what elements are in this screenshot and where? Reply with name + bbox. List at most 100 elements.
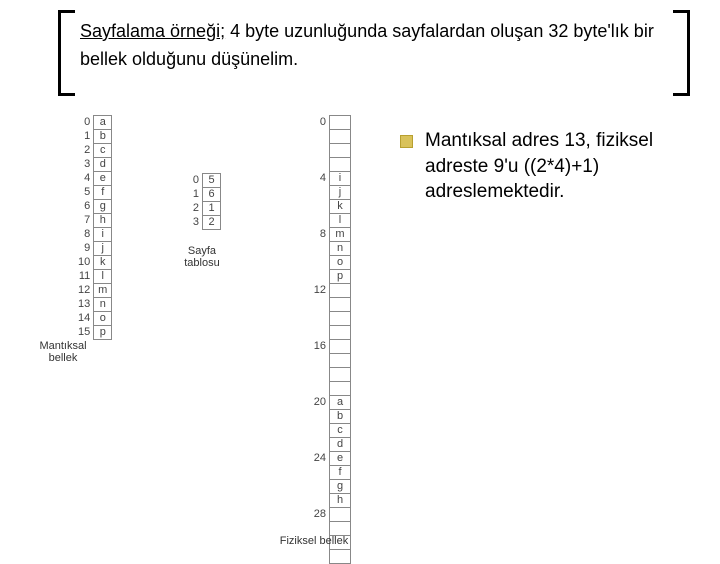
table-row: 6g	[75, 200, 112, 214]
row-value: h	[94, 214, 112, 228]
table-row: f	[303, 466, 351, 480]
row-value: a	[330, 396, 351, 410]
row-index	[303, 424, 330, 438]
table-row: h	[303, 494, 351, 508]
row-index	[303, 410, 330, 424]
row-value: i	[330, 172, 351, 186]
row-index: 10	[75, 256, 94, 270]
row-value: 1	[203, 202, 221, 216]
row-value: n	[330, 242, 351, 256]
table-row	[303, 382, 351, 396]
row-value: 2	[203, 216, 221, 230]
row-value: g	[330, 480, 351, 494]
row-index	[303, 522, 330, 536]
row-index: 13	[75, 298, 94, 312]
table-row: 2c	[75, 144, 112, 158]
table-row: 12m	[75, 284, 112, 298]
row-value: c	[94, 144, 112, 158]
table-row: 12	[303, 284, 351, 298]
row-index	[303, 494, 330, 508]
row-value: p	[330, 270, 351, 284]
row-index	[303, 354, 330, 368]
table-row: 1b	[75, 130, 112, 144]
bullet-square-icon	[400, 135, 413, 148]
table-row: 3d	[75, 158, 112, 172]
table-row: 5f	[75, 186, 112, 200]
table-row: b	[303, 410, 351, 424]
table-row: 0	[303, 116, 351, 130]
row-value: d	[330, 438, 351, 452]
row-value	[330, 144, 351, 158]
row-index: 2	[75, 144, 94, 158]
row-value: 5	[203, 174, 221, 188]
bullet-point: Mantıksal adres 13, fiziksel adreste 9'u…	[400, 128, 690, 205]
row-index	[303, 144, 330, 158]
row-value: j	[94, 242, 112, 256]
row-index	[303, 270, 330, 284]
physical-memory-label: Fiziksel bellek	[269, 535, 359, 547]
table-row: 21	[185, 202, 221, 216]
row-value: g	[94, 200, 112, 214]
row-index: 24	[303, 452, 330, 466]
row-value: b	[330, 410, 351, 424]
page-table-label: Sayfa tablosu	[177, 245, 227, 269]
row-index	[303, 438, 330, 452]
row-index	[303, 158, 330, 172]
row-index	[303, 312, 330, 326]
row-value: e	[94, 172, 112, 186]
row-index: 6	[75, 200, 94, 214]
table-row: k	[303, 200, 351, 214]
row-index: 15	[75, 326, 94, 340]
row-index: 28	[303, 508, 330, 522]
row-value: a	[94, 116, 112, 130]
row-value: m	[94, 284, 112, 298]
table-row: 20a	[303, 396, 351, 410]
row-value: c	[330, 424, 351, 438]
row-value	[330, 326, 351, 340]
row-index: 12	[75, 284, 94, 298]
table-row: 4e	[75, 172, 112, 186]
logical-memory-table: 0a1b2c3d4e5f6g7h8i9j10k11l12m13n14o15p	[75, 115, 112, 340]
row-index	[303, 298, 330, 312]
bracket-right	[673, 10, 690, 96]
row-index: 8	[75, 228, 94, 242]
table-row	[303, 158, 351, 172]
table-row: 4i	[303, 172, 351, 186]
slide-title: Sayfalama örneği; 4 byte uzunluğunda say…	[80, 18, 660, 74]
row-value: o	[94, 312, 112, 326]
row-index: 4	[303, 172, 330, 186]
row-value: p	[94, 326, 112, 340]
row-value	[330, 354, 351, 368]
physical-memory-table: 04ijkl8mnop121620abcd24efgh28	[303, 115, 351, 564]
row-index: 1	[185, 188, 203, 202]
table-row: 14o	[75, 312, 112, 326]
logical-memory-label: Mantıksal bellek	[35, 340, 91, 364]
row-value	[330, 298, 351, 312]
row-value: k	[330, 200, 351, 214]
table-row	[303, 130, 351, 144]
row-value	[330, 116, 351, 130]
table-row	[303, 144, 351, 158]
table-row	[303, 354, 351, 368]
row-index	[303, 130, 330, 144]
bullet-text: Mantıksal adres 13, fiziksel adreste 9'u…	[425, 128, 690, 205]
table-row: 24e	[303, 452, 351, 466]
row-value	[330, 340, 351, 354]
row-index: 1	[75, 130, 94, 144]
row-index	[303, 256, 330, 270]
row-index: 3	[185, 216, 203, 230]
page-table: 05162132	[185, 173, 221, 230]
table-row	[303, 368, 351, 382]
row-index	[303, 186, 330, 200]
row-index: 8	[303, 228, 330, 242]
row-index	[303, 200, 330, 214]
row-value	[330, 312, 351, 326]
row-value: l	[330, 214, 351, 228]
row-index: 14	[75, 312, 94, 326]
table-row: 11l	[75, 270, 112, 284]
row-index	[303, 550, 330, 564]
table-row: 13n	[75, 298, 112, 312]
table-row: 10k	[75, 256, 112, 270]
table-row: o	[303, 256, 351, 270]
table-row: 8i	[75, 228, 112, 242]
